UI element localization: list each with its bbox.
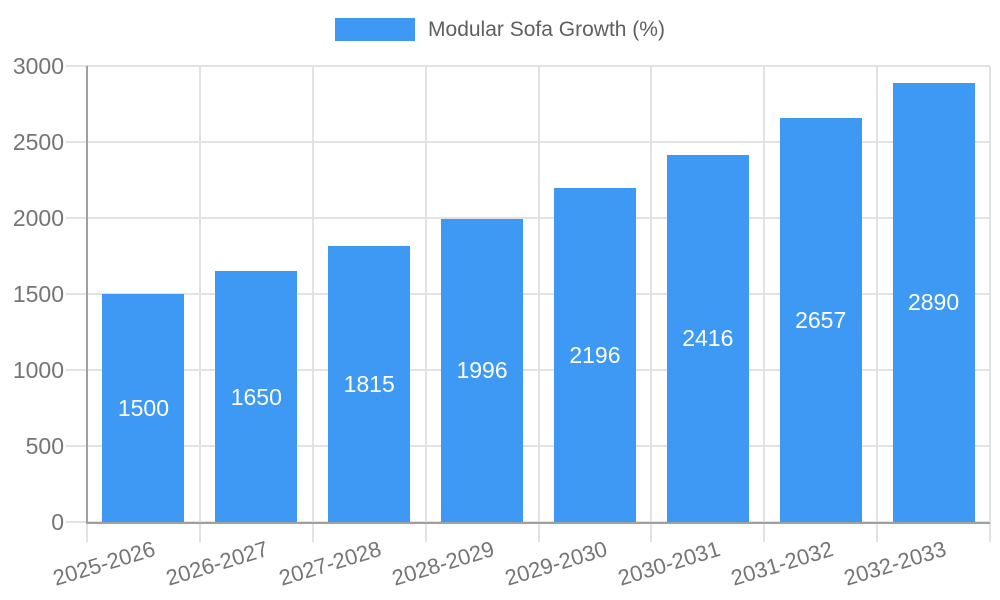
- x-tick-mark: [763, 522, 766, 542]
- x-tick-mark: [989, 522, 991, 542]
- legend-label: Modular Sofa Growth (%): [428, 18, 665, 41]
- x-tick-mark: [876, 522, 879, 542]
- x-tick-mark: [86, 522, 88, 542]
- bar-value-label: 2657: [795, 307, 847, 334]
- bar: [553, 188, 636, 522]
- x-gridline: [650, 66, 653, 522]
- bar-value-label: 2890: [907, 289, 960, 316]
- bar-value-label: 1996: [456, 357, 508, 384]
- bar: [102, 294, 185, 522]
- y-tick-label: 2000: [12, 205, 64, 231]
- x-tick-mark: [650, 522, 653, 542]
- bar: [892, 82, 975, 522]
- bar: [779, 118, 862, 522]
- bar: [666, 154, 749, 522]
- legend-swatch: [335, 18, 416, 41]
- y-gridline: [66, 217, 990, 219]
- bar-value-label: 2196: [569, 342, 621, 369]
- x-gridline: [876, 66, 879, 522]
- x-axis-line: [86, 522, 990, 524]
- bar: [441, 218, 524, 522]
- bar-value-label: 1815: [343, 371, 395, 398]
- x-tick-mark: [311, 522, 314, 542]
- legend: Modular Sofa Growth (%): [0, 18, 1000, 41]
- x-gridline: [763, 66, 766, 522]
- y-tick-label: 1500: [12, 281, 64, 307]
- bar-value-label: 1650: [230, 383, 282, 410]
- y-tick-label: 1000: [12, 357, 64, 383]
- y-gridline: [66, 293, 990, 295]
- x-tick-mark: [424, 522, 427, 542]
- bar-value-label: 1500: [117, 395, 170, 421]
- y-tick-label: 500: [25, 433, 64, 459]
- bar: [328, 246, 411, 522]
- y-gridline: [66, 369, 990, 371]
- bar-value-label: 2416: [682, 325, 734, 352]
- x-tick-mark: [198, 522, 201, 542]
- y-tick-label: 3000: [12, 53, 64, 79]
- bar: [215, 271, 298, 522]
- x-gridline: [198, 66, 201, 522]
- x-gridline: [537, 66, 540, 522]
- y-axis-line: [86, 66, 88, 524]
- x-gridline: [989, 66, 991, 522]
- y-gridline: [66, 141, 990, 143]
- x-gridline: [424, 66, 427, 522]
- y-tick-label: 0: [51, 509, 64, 535]
- x-gridline: [311, 66, 314, 522]
- x-tick-mark: [537, 522, 540, 542]
- y-gridline: [66, 65, 990, 67]
- y-gridline: [66, 445, 990, 447]
- y-tick-label: 2500: [12, 129, 64, 155]
